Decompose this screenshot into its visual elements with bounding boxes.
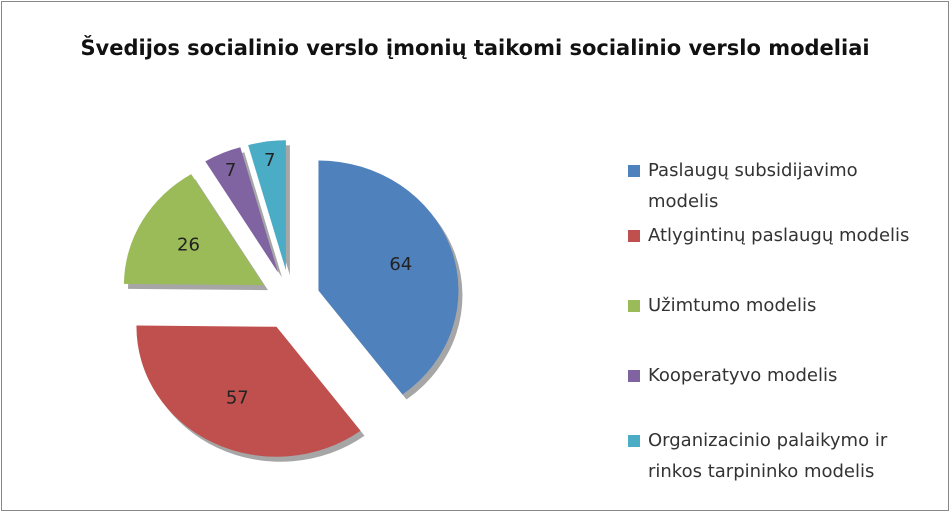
pie-slice (136, 325, 361, 457)
legend-entry: Kooperatyvo modelis (628, 360, 928, 391)
legend-entry: Atlygintinų paslaugų modelis (628, 220, 928, 251)
legend-swatch (628, 370, 640, 382)
data-label: 7 (225, 160, 236, 181)
legend-swatch (628, 435, 640, 447)
pie-slice (205, 147, 279, 273)
legend-swatch (628, 165, 640, 177)
legend-label: Kooperatyvo modelis (648, 365, 838, 386)
legend-entry: Organizacinio palaikymo ir rinkos tarpin… (628, 425, 928, 487)
legend-swatch (628, 300, 640, 312)
data-label: 26 (177, 234, 200, 255)
data-label: 57 (226, 388, 249, 409)
data-label: 64 (389, 254, 412, 275)
legend-entry: Paslaugų subsidijavimo modelis (628, 155, 928, 217)
pie-slice (248, 140, 286, 271)
legend-label: Užimtumo modelis (648, 295, 817, 316)
chart-title: Švedijos socialinio verslo įmonių taikom… (80, 36, 870, 60)
data-label: 7 (264, 150, 275, 171)
legend-label: Organizacinio palaikymo ir rinkos tarpin… (648, 430, 888, 482)
pie-slice (123, 174, 264, 286)
legend-swatch (628, 230, 640, 242)
pie-slice (318, 160, 459, 395)
legend-entry: Užimtumo modelis (628, 290, 928, 321)
legend-label: Paslaugų subsidijavimo modelis (648, 160, 858, 212)
legend-label: Atlygintinų paslaugų modelis (648, 225, 910, 246)
